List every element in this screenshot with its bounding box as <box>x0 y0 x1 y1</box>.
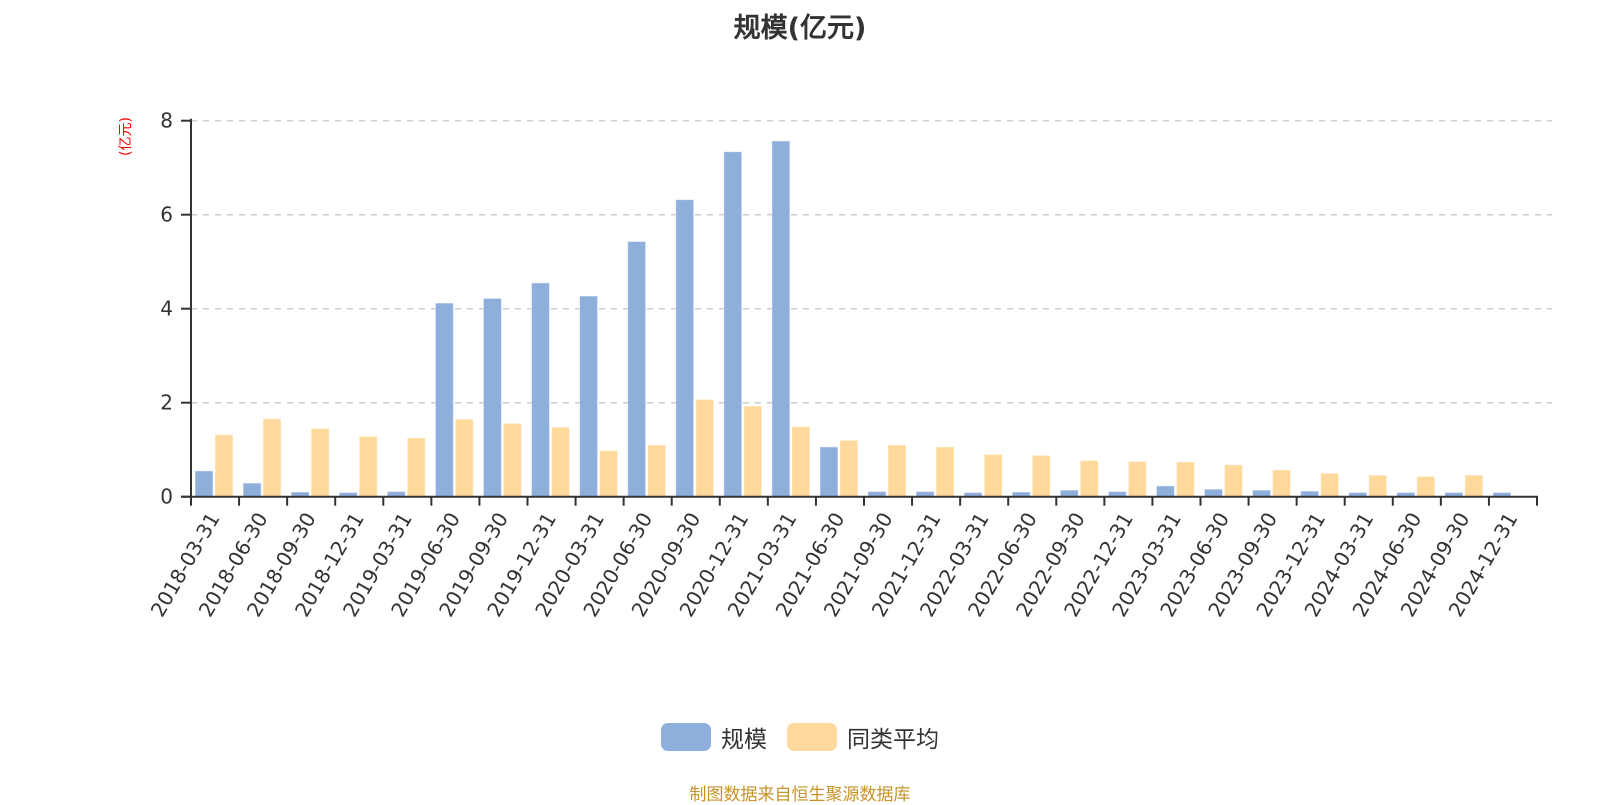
y-tick-label: 6 <box>160 203 173 227</box>
bar-category-average[interactable] <box>1224 464 1243 498</box>
y-axis-ticks: 0 2 4 6 8 <box>160 109 191 509</box>
bar-category-average[interactable] <box>406 437 426 498</box>
bar-scale[interactable] <box>771 140 791 498</box>
bar-category-average[interactable] <box>358 436 378 498</box>
bar-category-average[interactable] <box>502 422 522 498</box>
bar-scale[interactable] <box>434 302 454 498</box>
bar-scale[interactable] <box>242 482 262 498</box>
bar-category-average[interactable] <box>310 428 330 498</box>
legend-item-category-average[interactable]: 同类平均 <box>787 720 939 754</box>
legend-item-scale[interactable]: 规模 <box>661 720 767 754</box>
bar-category-average[interactable] <box>599 450 619 498</box>
y-tick-label: 0 <box>160 485 173 509</box>
bar-category-average[interactable] <box>935 446 955 498</box>
bar-scale[interactable] <box>627 240 647 498</box>
grid-lines <box>191 119 1552 404</box>
bar-scale[interactable] <box>723 151 743 498</box>
bar-scale[interactable] <box>531 282 550 498</box>
x-axis-ticks: 2018-03-312018-06-302018-09-302018-12-31… <box>146 496 1538 621</box>
bar-category-average[interactable] <box>214 434 234 498</box>
bar-category-average[interactable] <box>1464 474 1484 498</box>
bar-scale[interactable] <box>1155 485 1175 498</box>
data-source-footer: 制图数据来自恒生聚源数据库 <box>689 785 911 805</box>
bar-category-average[interactable] <box>551 426 570 498</box>
bar-category-average[interactable] <box>1368 474 1388 498</box>
bar-category-average[interactable] <box>1127 460 1147 498</box>
legend-swatch-category-average <box>787 723 837 751</box>
bar-scale[interactable] <box>819 446 839 498</box>
bar-category-average[interactable] <box>743 405 763 498</box>
legend-swatch-scale <box>661 723 711 751</box>
legend-label-category-average: 同类平均 <box>847 727 939 753</box>
bar-category-average[interactable] <box>1031 454 1051 498</box>
bar-scale[interactable] <box>675 199 695 498</box>
bar-scale[interactable] <box>194 470 214 498</box>
legend: 规模 同类平均 <box>0 720 1600 754</box>
bar-scale[interactable] <box>482 297 502 498</box>
bar-category-average[interactable] <box>1416 475 1436 498</box>
bar-category-average[interactable] <box>262 418 282 498</box>
bar-category-average[interactable] <box>1320 472 1340 498</box>
bar-scale[interactable] <box>1204 488 1223 498</box>
bar-category-average[interactable] <box>695 398 715 498</box>
bar-category-average[interactable] <box>647 444 667 498</box>
bar-category-average[interactable] <box>1272 469 1292 498</box>
bar-category-average[interactable] <box>791 426 811 498</box>
legend-label-scale: 规模 <box>721 727 767 753</box>
y-tick-label: 4 <box>160 297 173 321</box>
bar-category-average[interactable] <box>454 418 474 498</box>
bar-category-average[interactable] <box>1079 460 1099 498</box>
bar-category-average[interactable] <box>983 453 1003 498</box>
bar-scale[interactable] <box>579 295 599 498</box>
bars <box>194 140 1512 498</box>
y-tick-label: 8 <box>160 109 173 133</box>
bar-category-average[interactable] <box>1175 461 1195 498</box>
chart-title: 规模(亿元) <box>733 13 867 44</box>
y-tick-label: 2 <box>160 391 173 415</box>
bar-category-average[interactable] <box>887 444 907 498</box>
bar-category-average[interactable] <box>839 439 859 498</box>
